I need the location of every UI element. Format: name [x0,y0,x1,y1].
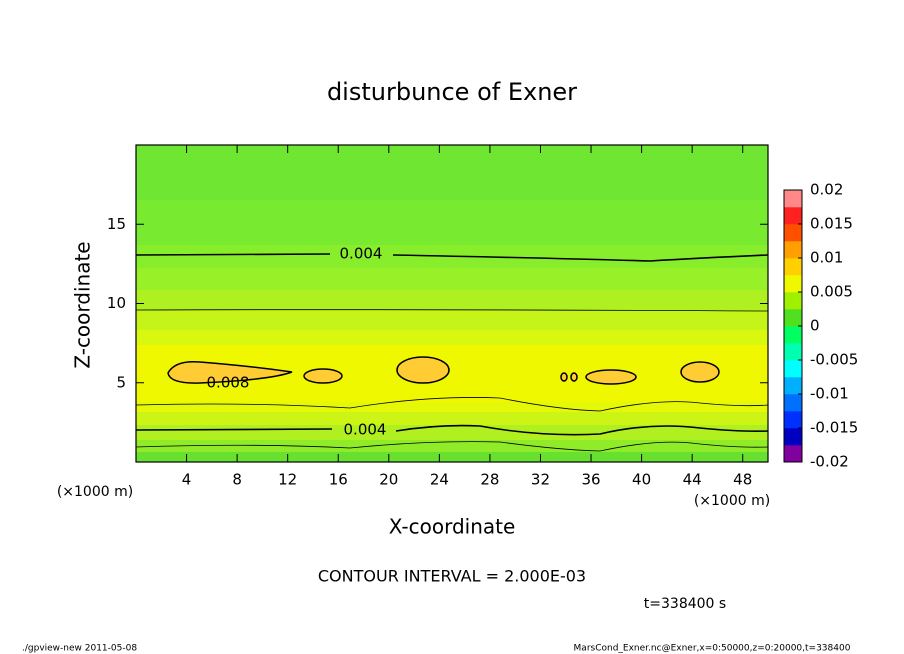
contour-label: 0.004 [344,421,387,439]
x-axis-label: X-coordinate [389,515,516,539]
colorbar-band [784,394,802,412]
x-tick-label: 40 [632,471,651,489]
colorbar-band [784,207,802,225]
x-tick-label: 48 [733,471,752,489]
colorbar-band [784,241,802,259]
colorbar-tick-label: 0 [810,317,820,335]
chart-title: disturbunce of Exner [327,78,577,106]
time-label: t=338400 s [644,596,726,612]
y-tick-label: 15 [107,215,126,233]
colorbar-band [784,445,802,463]
x-tick-label: 28 [480,471,499,489]
y-axis-label: Z-coordinate [71,241,95,368]
x-unit: (×1000 m) [694,493,770,509]
contour-label: 0.004 [340,245,383,263]
colorbar-tick-label: -0.005 [810,351,858,369]
colorbar-tick-label: 0.02 [810,181,843,199]
x-tick-label: 36 [581,471,600,489]
colorbar-tick-label: 0.005 [810,283,853,301]
x-tick-label: 20 [379,471,398,489]
colorbar-band [784,428,802,446]
x-tick-label: 8 [232,471,242,489]
x-tick-label: 44 [683,471,702,489]
y-tick-label: 10 [107,294,126,312]
colorbar-band [784,411,802,429]
colorbar-band [784,190,802,208]
footer-right: MarsCond_Exner.nc@Exner,x=0:50000,z=0:20… [574,644,851,654]
x-tick-label: 12 [278,471,297,489]
colorbar-band [784,360,802,378]
colorbar-band [784,292,802,310]
colorbar-tick-label: -0.01 [810,385,849,403]
contour-label: 0.008 [207,374,250,392]
x-tick-label: 16 [329,471,348,489]
colorbar-tick-label: -0.02 [810,453,849,471]
colorbar-band [784,326,802,344]
colorbar-tick-label: 0.01 [810,249,843,267]
colorbar-band [784,377,802,395]
x-tick-label: 32 [531,471,550,489]
contour-interval: CONTOUR INTERVAL = 2.000E-03 [318,567,586,586]
x-tick-label: 24 [430,471,449,489]
x-tick-label: 4 [182,471,192,489]
colorbar-band [784,343,802,361]
colorbar-tick-label: -0.015 [810,419,858,437]
colorbar-band [784,309,802,327]
colorbar-band [784,258,802,276]
colorbar-tick-label: 0.015 [810,215,853,233]
field [135,144,769,463]
y-unit: (×1000 m) [57,484,133,500]
footer-left: ./gpview-new 2011-05-08 [22,644,137,654]
colorbar-band [784,275,802,293]
colorbar-band [784,224,802,242]
y-tick-label: 5 [116,373,126,391]
